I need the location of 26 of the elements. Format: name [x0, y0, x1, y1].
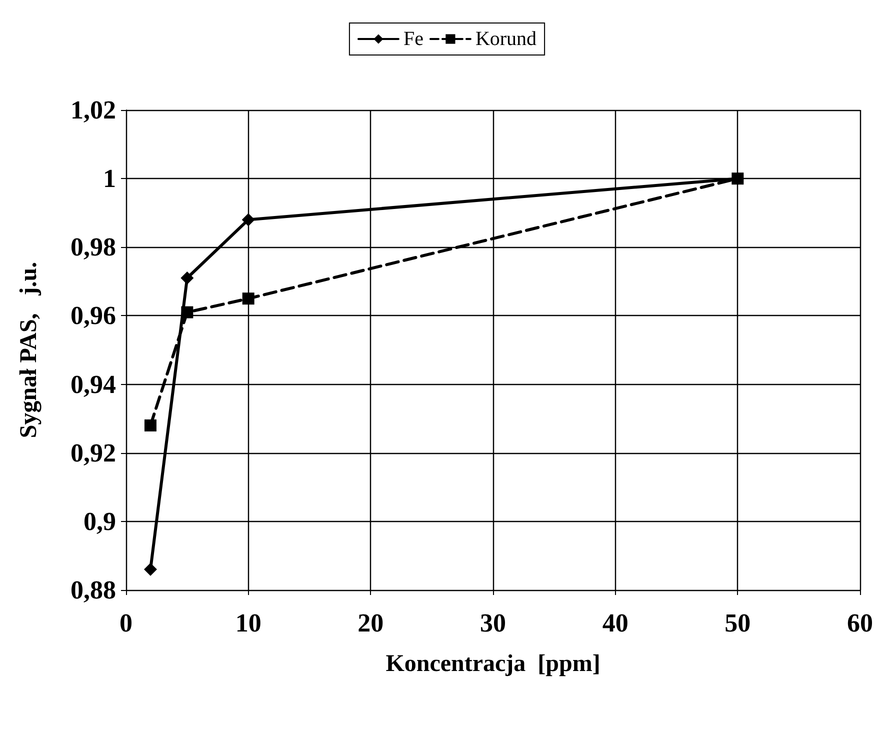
y-tick-label: 1: [103, 164, 116, 194]
x-tick-label: 30: [480, 608, 506, 638]
point: [732, 172, 744, 185]
x-axis-title: Koncentracja [ppm]: [386, 651, 600, 677]
point: [242, 213, 255, 226]
y-tick-label: 1,02: [70, 96, 116, 124]
point: [242, 292, 254, 305]
legend-label: Fe: [403, 28, 424, 50]
y-tick-label: 0,9: [84, 506, 116, 536]
x-tick-label: 0: [120, 608, 132, 638]
point: [144, 419, 156, 432]
point: [144, 562, 157, 576]
x-tick-label: 60: [847, 608, 873, 638]
x-tick-label: 20: [358, 608, 384, 638]
y-axis-title: Sygnał PAS, j.u.: [16, 262, 42, 438]
point: [181, 306, 194, 318]
y-tick-label: 0,98: [70, 232, 116, 262]
point: [180, 272, 194, 284]
y-tick-label: 0,96: [70, 301, 116, 330]
x-tick-label: 10: [235, 608, 262, 638]
y-tick-label: 0,94: [70, 370, 116, 399]
x-tick-label: 50: [724, 608, 751, 638]
legend-label: Korund: [475, 28, 537, 50]
y-tick-label: 0,88: [70, 576, 116, 604]
y-tick-label: 0,92: [70, 438, 116, 468]
x-tick-label: 40: [602, 608, 628, 638]
